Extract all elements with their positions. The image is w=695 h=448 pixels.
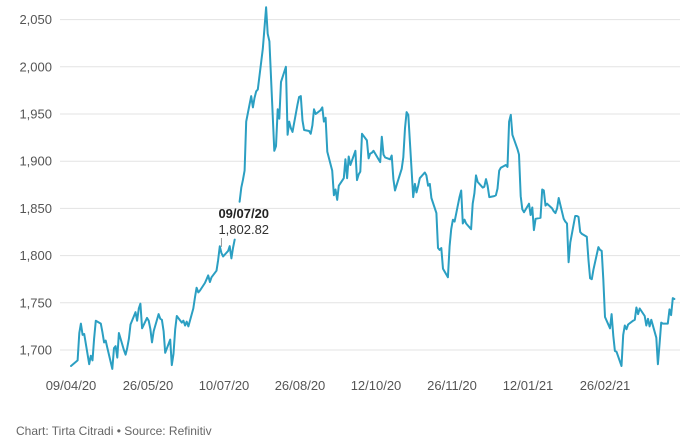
tooltip-value: 1,802.82 [218, 222, 269, 237]
series-line [238, 6, 676, 367]
y-tick-label: 2,050 [19, 12, 52, 27]
series-layer [70, 6, 676, 370]
x-tick-label: 26/02/21 [580, 378, 631, 393]
x-axis-tick-labels: 09/04/20 26/05/20 10/07/20 26/08/20 12/10/20… [46, 378, 631, 393]
tooltip-date: 09/07/20 [218, 206, 269, 221]
y-tick-label: 1,700 [19, 343, 52, 358]
x-tick-label: 26/05/20 [123, 378, 174, 393]
gridlines [60, 19, 680, 351]
y-tick-label: 1,850 [19, 201, 52, 216]
y-tick-label: 1,950 [19, 107, 52, 122]
series-line [70, 238, 236, 370]
y-axis-tick-labels: 1,700 1,750 1,800 1,850 1,900 1,950 2,000 2,050 [19, 12, 52, 357]
x-tick-label: 26/11/20 [427, 378, 477, 393]
tooltip: 09/07/20 1,802.82 [218, 206, 269, 247]
y-tick-label: 1,900 [19, 154, 52, 169]
y-tick-label: 1,800 [19, 248, 52, 263]
y-tick-label: 1,750 [19, 295, 52, 310]
x-tick-label: 10/07/20 [199, 378, 250, 393]
x-tick-label: 26/08/20 [275, 378, 326, 393]
x-tick-label: 12/01/21 [503, 378, 554, 393]
chart-source-credit: Chart: Tirta Citradi • Source: Refinitiv [16, 424, 212, 438]
y-tick-label: 2,000 [19, 59, 52, 74]
x-tick-label: 09/04/20 [46, 378, 97, 393]
x-tick-label: 12/10/20 [351, 378, 402, 393]
